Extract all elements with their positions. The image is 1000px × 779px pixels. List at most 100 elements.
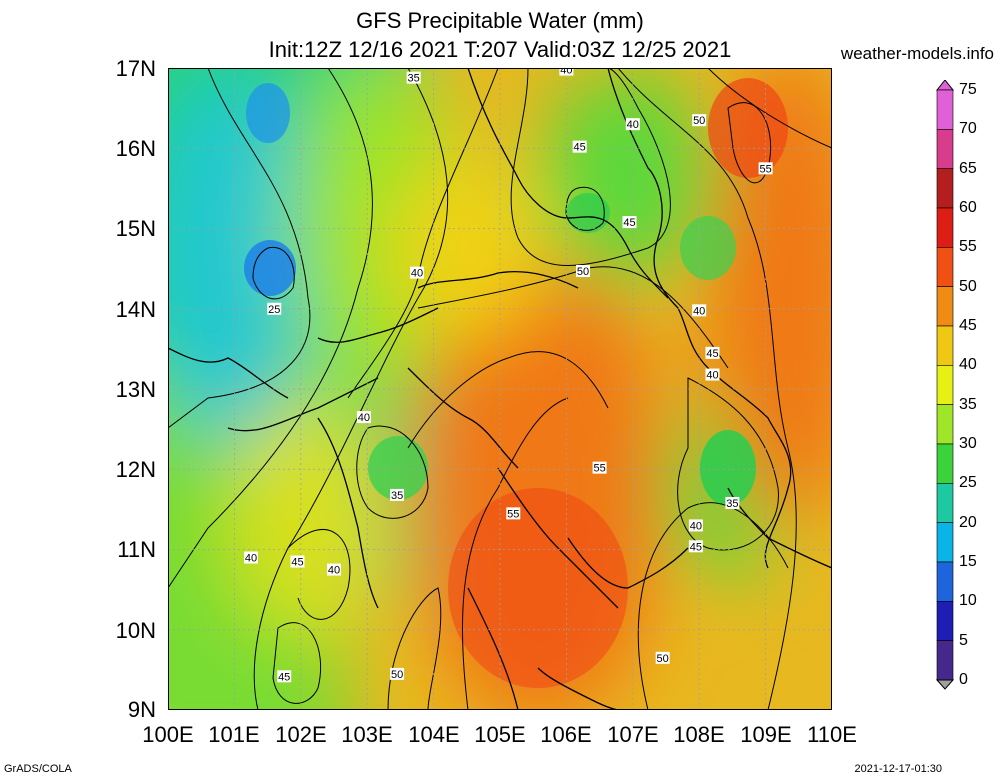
colorbar-label: 30	[959, 435, 977, 452]
contour-label: 25	[267, 302, 282, 316]
colorbar-label: 0	[959, 671, 968, 688]
svg-text:40: 40	[411, 268, 423, 280]
svg-text:40: 40	[358, 412, 370, 424]
colorbar-segment	[936, 561, 954, 602]
lon-label-105e: 105E	[474, 722, 526, 747]
colorbar-label: 70	[959, 120, 977, 138]
svg-text:40: 40	[328, 565, 340, 577]
colorbar-segment	[936, 168, 954, 209]
colorbar-label: 25	[959, 474, 977, 492]
lon-label-102e: 102E	[275, 722, 327, 747]
colorbar-label: 15	[959, 553, 977, 570]
chart-title: GFS Precipitable Water (mm)	[356, 8, 644, 33]
svg-text:40: 40	[706, 370, 718, 382]
map-border	[168, 68, 832, 710]
svg-text:45: 45	[690, 541, 702, 553]
colorbar-segment	[936, 443, 954, 484]
svg-text:50: 50	[657, 653, 669, 665]
svg-text:45: 45	[706, 348, 718, 360]
contour-label: 45	[572, 140, 587, 154]
lon-label-107e: 107E	[607, 722, 659, 747]
contour-label: 40	[356, 411, 371, 424]
lon-label-103e: 103E	[341, 722, 393, 747]
lat-label-15n: 15N	[115, 216, 156, 241]
svg-text:45: 45	[278, 671, 290, 683]
contour-label: 50	[390, 667, 405, 681]
colorbar-segment	[936, 286, 954, 327]
svg-text:40: 40	[627, 119, 639, 131]
svg-text:35: 35	[726, 498, 738, 510]
colorbar-label: 50	[959, 277, 977, 295]
contour-label: 55	[758, 162, 773, 175]
map-svg: 35 40 50 40 45 55 45 50 40 25 40 45 40 40 55 35 35 55 40 45…	[168, 68, 832, 710]
lon-label-100e: 100E	[142, 722, 194, 747]
svg-text:45: 45	[623, 217, 635, 229]
lat-label-17n: 17N	[115, 56, 156, 81]
lat-label-14n: 14N	[115, 297, 156, 322]
contour-label: 40	[625, 118, 640, 131]
svg-text:55: 55	[507, 508, 519, 520]
svg-text:50: 50	[577, 266, 589, 278]
colorbar-segment	[936, 640, 954, 681]
lon-label-106e: 106E	[540, 722, 592, 747]
contour-label: 45	[622, 216, 637, 229]
colorbar	[935, 79, 955, 695]
colorbar-label: 20	[959, 513, 977, 531]
lon-label-104e: 104E	[408, 722, 460, 747]
svg-text:25: 25	[268, 304, 280, 316]
contour-labels: 35 40 50 40 45 55 45 50 40 25 40 45 40 40 55 35 35 55 40 45…	[244, 68, 773, 683]
site-label: weather-models.info	[840, 44, 994, 63]
contour-label: 40	[244, 551, 258, 565]
lat-label-16n: 16N	[115, 136, 156, 161]
svg-text:45: 45	[574, 142, 586, 154]
contour-label: 50	[692, 114, 707, 127]
lon-label-101e: 101E	[208, 722, 260, 747]
colorbar-label: 60	[959, 199, 977, 216]
colorbar-arrow-top	[935, 79, 955, 91]
footer-timestamp: 2021-12-17-01:30	[854, 763, 942, 775]
contour-label: 35	[406, 71, 421, 85]
colorbar-label: 45	[959, 317, 977, 334]
contour-label: 50	[655, 651, 670, 665]
coastlines-borders	[168, 68, 832, 710]
svg-text:40: 40	[690, 520, 702, 532]
colorbar-label: 75	[959, 81, 977, 98]
colorbar-segment	[936, 247, 954, 287]
lon-label-109e: 109E	[740, 722, 792, 747]
colorbar-segment	[936, 365, 954, 405]
colorbar-segment	[936, 129, 954, 169]
colorbar-arrow-bottom	[935, 679, 955, 690]
svg-text:55: 55	[759, 163, 771, 175]
svg-text:40: 40	[245, 553, 257, 565]
lat-label-13n: 13N	[115, 377, 156, 402]
map-panel: 35 40 50 40 45 55 45 50 40 25 40 45 40 40 55 35 35 55 40 45…	[168, 68, 832, 710]
colorbar-segment	[936, 325, 954, 366]
svg-text:55: 55	[593, 463, 605, 475]
lat-label-12n: 12N	[115, 457, 156, 482]
colorbar-label: 65	[959, 159, 977, 177]
colorbar-svg	[935, 79, 955, 690]
contour-label: 35	[725, 496, 740, 510]
precipitable-water-field: 35 40 50 40 45 55 45 50 40 25 40 45 40 40 55 35 35 55 40 45…	[168, 68, 832, 710]
contour-label: 35	[390, 488, 405, 502]
colorbar-segment	[936, 601, 954, 641]
contour-label: 40	[705, 368, 720, 382]
contour-label: 45	[277, 670, 292, 683]
colorbar-label: 35	[959, 395, 977, 413]
footer-software: GrADS/COLA	[4, 763, 72, 775]
contour-label: 45	[290, 555, 305, 569]
svg-text:35: 35	[408, 73, 420, 85]
lat-label-9n: 9N	[127, 697, 156, 722]
graticule	[168, 68, 832, 710]
contour-label: 55	[506, 507, 521, 520]
colorbar-label: 55	[959, 238, 977, 256]
colorbar-segment	[936, 483, 954, 523]
lat-label-10n: 10N	[115, 618, 156, 643]
lon-label-110e: 110E	[807, 722, 857, 747]
colorbar-label: 5	[959, 631, 968, 649]
colorbar-segment	[936, 89, 954, 130]
contour-label: 40	[559, 68, 574, 77]
svg-text:40: 40	[560, 68, 572, 77]
svg-text:50: 50	[391, 669, 403, 681]
colorbar-segment	[936, 404, 954, 445]
